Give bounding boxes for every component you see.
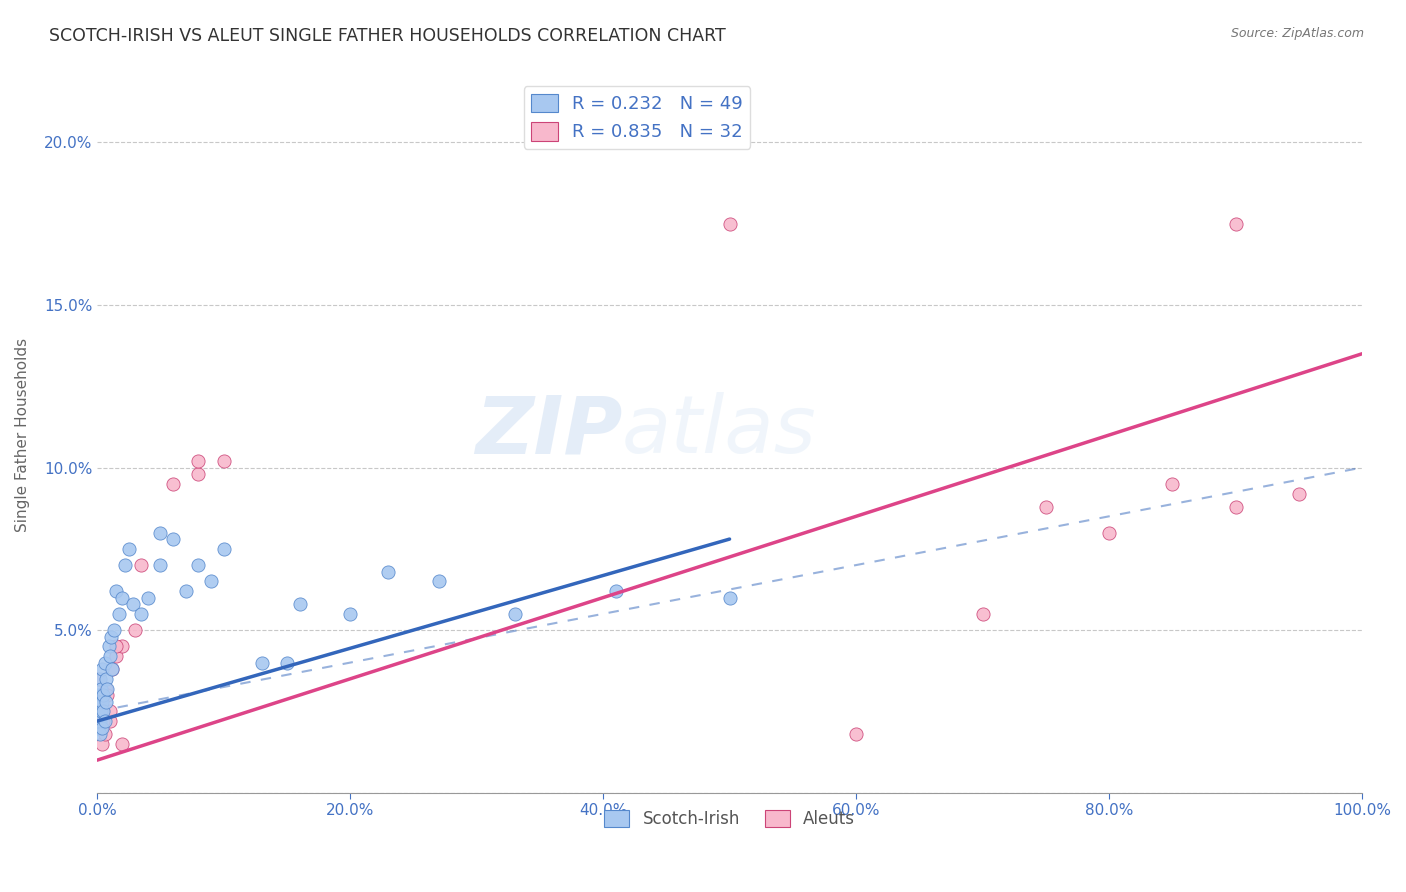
Point — [972, 607, 994, 621]
Point — [90, 688, 112, 702]
Point — [121, 597, 143, 611]
Point — [93, 705, 115, 719]
Text: atlas: atlas — [621, 392, 817, 470]
Point — [100, 630, 122, 644]
Point — [187, 454, 209, 468]
Text: Source: ZipAtlas.com: Source: ZipAtlas.com — [1230, 27, 1364, 40]
Point — [212, 454, 235, 468]
Point — [1098, 525, 1121, 540]
Point — [93, 705, 115, 719]
Point — [718, 217, 741, 231]
Point — [250, 656, 273, 670]
Point — [111, 737, 134, 751]
Point — [149, 558, 172, 573]
Point — [87, 672, 110, 686]
Point — [111, 640, 134, 654]
Point — [93, 714, 115, 728]
Point — [187, 558, 209, 573]
Point — [114, 558, 136, 573]
Point — [96, 681, 118, 696]
Point — [98, 705, 121, 719]
Point — [131, 558, 153, 573]
Point — [174, 584, 197, 599]
Point — [87, 688, 110, 702]
Point — [103, 623, 125, 637]
Point — [111, 591, 134, 605]
Point — [162, 532, 184, 546]
Point — [118, 541, 141, 556]
Point — [96, 688, 118, 702]
Point — [89, 672, 111, 686]
Point — [718, 591, 741, 605]
Point — [87, 721, 110, 735]
Point — [200, 574, 222, 589]
Point — [90, 721, 112, 735]
Point — [93, 727, 115, 741]
Point — [105, 584, 128, 599]
Point — [1035, 500, 1057, 514]
Point — [89, 695, 111, 709]
Point — [93, 688, 115, 702]
Y-axis label: Single Father Households: Single Father Households — [15, 338, 30, 533]
Point — [90, 721, 112, 735]
Point — [90, 705, 112, 719]
Point — [105, 649, 128, 664]
Point — [98, 649, 121, 664]
Point — [98, 714, 121, 728]
Point — [339, 607, 361, 621]
Point — [91, 737, 114, 751]
Point — [136, 591, 159, 605]
Point — [90, 681, 112, 696]
Point — [89, 714, 111, 728]
Point — [1225, 500, 1247, 514]
Point — [94, 672, 117, 686]
Point — [1288, 486, 1310, 500]
Point — [427, 574, 450, 589]
Point — [101, 662, 124, 676]
Point — [93, 656, 115, 670]
Point — [91, 721, 114, 735]
Point — [1161, 476, 1184, 491]
Point — [91, 662, 114, 676]
Point — [162, 476, 184, 491]
Point — [107, 607, 129, 621]
Text: SCOTCH-IRISH VS ALEUT SINGLE FATHER HOUSEHOLDS CORRELATION CHART: SCOTCH-IRISH VS ALEUT SINGLE FATHER HOUS… — [49, 27, 725, 45]
Point — [212, 541, 235, 556]
Point — [124, 623, 146, 637]
Point — [89, 695, 111, 709]
Point — [89, 727, 111, 741]
Point — [94, 681, 117, 696]
Point — [503, 607, 526, 621]
Point — [288, 597, 311, 611]
Point — [87, 705, 110, 719]
Point — [187, 467, 209, 481]
Point — [845, 727, 868, 741]
Point — [1225, 217, 1247, 231]
Text: ZIP: ZIP — [475, 392, 621, 470]
Point — [105, 640, 128, 654]
Point — [276, 656, 298, 670]
Point — [131, 607, 153, 621]
Point — [97, 640, 120, 654]
Point — [149, 525, 172, 540]
Point — [605, 584, 627, 599]
Point — [101, 662, 124, 676]
Point — [91, 695, 114, 709]
Point — [93, 714, 115, 728]
Point — [94, 695, 117, 709]
Legend: Scotch-Irish, Aleuts: Scotch-Irish, Aleuts — [598, 803, 862, 834]
Point — [377, 565, 399, 579]
